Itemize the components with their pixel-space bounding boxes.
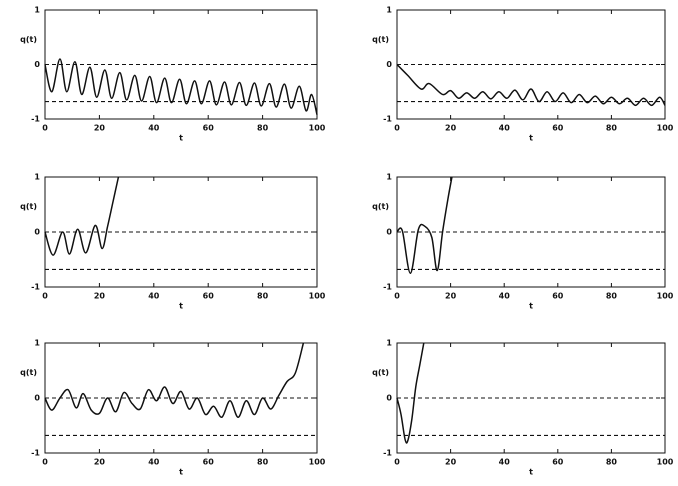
- x-tick-label: 60: [552, 292, 564, 301]
- y-tick-label: 0: [34, 60, 40, 69]
- y-tick-label: -1: [383, 449, 392, 458]
- x-tick-label: 0: [394, 124, 400, 133]
- x-tick-label: 0: [394, 458, 400, 467]
- x-tick-label: 80: [606, 124, 618, 133]
- x-tick-label: 0: [42, 458, 48, 467]
- x-tick-label: 80: [606, 292, 618, 301]
- x-tick-label: 20: [445, 124, 457, 133]
- x-axis-label: t: [529, 134, 533, 143]
- x-tick-label: 40: [148, 124, 160, 133]
- curve: [44, 176, 120, 256]
- x-tick-label: 40: [499, 292, 511, 301]
- x-tick-label: 0: [394, 292, 400, 301]
- curve: [396, 342, 425, 444]
- x-tick-label: 80: [606, 458, 618, 467]
- y-tick-label: -1: [383, 115, 392, 124]
- x-tick-label: 40: [148, 292, 160, 301]
- x-tick-label: 20: [94, 292, 106, 301]
- y-tick-label: 1: [34, 6, 40, 15]
- y-tick-label: -1: [31, 283, 40, 292]
- y-tick-label: -1: [383, 283, 392, 292]
- y-tick-label: 0: [386, 394, 392, 403]
- x-axis-label: t: [529, 468, 533, 477]
- y-axis-label: q(t): [20, 368, 37, 377]
- x-tick-label: 20: [445, 458, 457, 467]
- x-tick-label: 100: [657, 458, 674, 467]
- x-tick-label: 40: [499, 124, 511, 133]
- curve: [44, 342, 305, 419]
- y-tick-label: 0: [386, 60, 392, 69]
- curve: [44, 58, 318, 115]
- x-tick-label: 60: [552, 458, 564, 467]
- x-tick-label: 80: [257, 124, 269, 133]
- x-tick-label: 0: [42, 124, 48, 133]
- x-tick-label: 100: [657, 124, 674, 133]
- curve: [396, 176, 453, 275]
- y-tick-label: 0: [34, 228, 40, 237]
- x-tick-label: 40: [499, 458, 511, 467]
- y-tick-label: -1: [31, 115, 40, 124]
- x-tick-label: 40: [148, 458, 160, 467]
- x-tick-label: 100: [309, 124, 326, 133]
- y-axis-label: q(t): [20, 202, 37, 211]
- y-tick-label: 1: [386, 6, 392, 15]
- y-axis-label: q(t): [372, 35, 389, 44]
- x-tick-label: 20: [445, 292, 457, 301]
- x-axis-label: t: [179, 468, 183, 477]
- x-tick-label: 100: [309, 458, 326, 467]
- x-axis-label: t: [179, 134, 183, 143]
- y-axis-label: q(t): [20, 35, 37, 44]
- y-axis-label: q(t): [372, 202, 389, 211]
- x-tick-label: 20: [94, 124, 106, 133]
- x-tick-label: 60: [203, 124, 215, 133]
- y-tick-label: 0: [34, 394, 40, 403]
- x-tick-label: 80: [257, 458, 269, 467]
- x-tick-label: 60: [203, 292, 215, 301]
- x-tick-label: 80: [257, 292, 269, 301]
- x-tick-label: 20: [94, 458, 106, 467]
- y-tick-label: 1: [34, 339, 40, 348]
- x-tick-label: 60: [203, 458, 215, 467]
- curve: [396, 63, 666, 107]
- x-axis-label: t: [529, 302, 533, 311]
- y-tick-label: -1: [31, 449, 40, 458]
- y-tick-label: 1: [386, 173, 392, 182]
- x-tick-label: 100: [657, 292, 674, 301]
- y-axis-label: q(t): [372, 368, 389, 377]
- y-tick-label: 1: [34, 173, 40, 182]
- x-axis-label: t: [179, 302, 183, 311]
- y-tick-label: 1: [386, 339, 392, 348]
- x-tick-label: 60: [552, 124, 564, 133]
- y-tick-label: 0: [386, 228, 392, 237]
- x-tick-label: 100: [309, 292, 326, 301]
- x-tick-label: 0: [42, 292, 48, 301]
